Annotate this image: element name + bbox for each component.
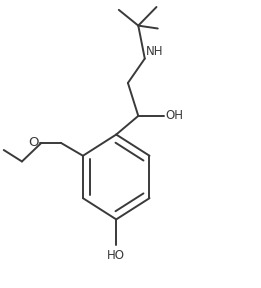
Text: OH: OH	[165, 109, 183, 122]
Text: NH: NH	[146, 45, 164, 58]
Text: O: O	[28, 136, 38, 149]
Text: HO: HO	[107, 249, 125, 262]
